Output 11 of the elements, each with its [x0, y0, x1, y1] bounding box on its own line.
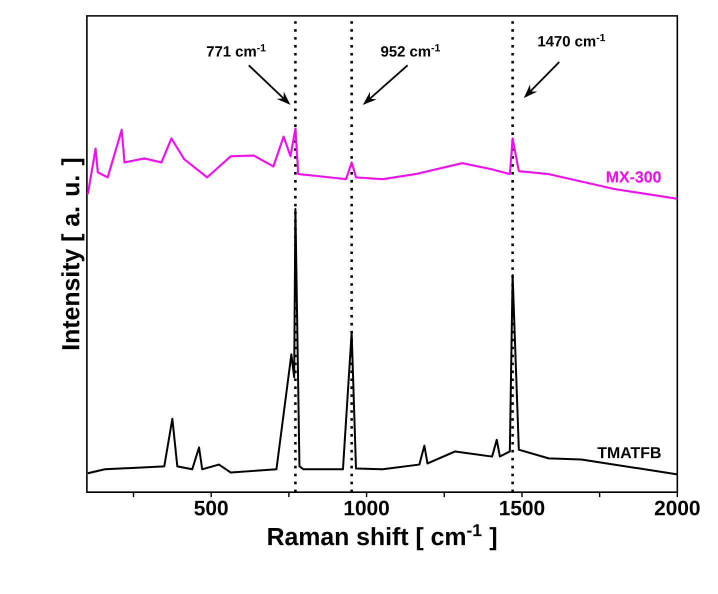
- ref-line-label: 771 cm$^{-1}$: [206, 44, 266, 56]
- x-tick-label: 2000: [654, 500, 700, 516]
- series-label: TMATFB: [597, 447, 661, 458]
- y-axis-title: Intensity [ a. u. ]: [61, 158, 84, 349]
- ref-line-label: 952 cm$^{-1}$: [381, 44, 440, 56]
- x-axis-title: Raman shift [ cm$^{-1}$ ]: [268, 524, 496, 550]
- x-tick-label: 500: [194, 500, 228, 516]
- x-tick-label: 1000: [344, 500, 389, 516]
- ref-line-label: 1470 cm$^{-1}$: [538, 34, 606, 46]
- x-tick-label: 1500: [500, 500, 544, 516]
- series-label: MX-300: [606, 171, 661, 182]
